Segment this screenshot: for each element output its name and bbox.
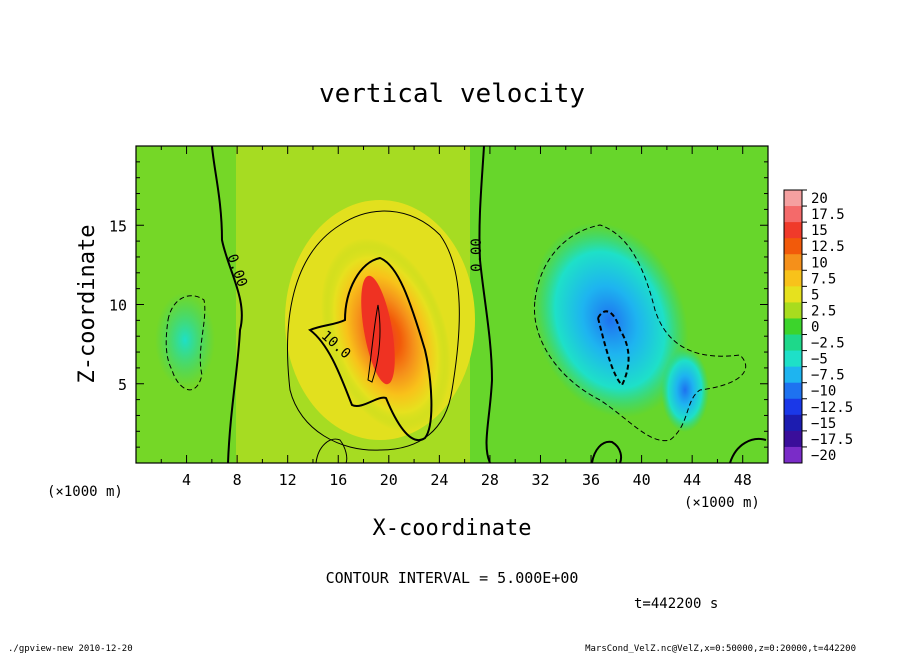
colorbar-swatch	[784, 318, 802, 336]
x-tick-label: 48	[734, 471, 752, 489]
colorbar-swatch	[784, 366, 802, 384]
contour-5-bottom	[315, 438, 348, 463]
colorbar-label: 17.5	[811, 207, 845, 223]
contour-neg10	[596, 310, 630, 387]
colorbar-swatch	[784, 334, 802, 352]
chart-title: vertical velocity	[319, 79, 585, 109]
y-tick-label: 10	[109, 297, 127, 315]
colorbar-swatch	[784, 430, 802, 448]
colorbar-swatch	[784, 398, 802, 416]
colorbar: 2017.51512.5107.552.50−2.5−5−7.5−10−12.5…	[783, 189, 853, 464]
contour-5	[287, 210, 460, 451]
colorbar-swatch	[784, 446, 802, 464]
colorbar-label: −7.5	[811, 368, 845, 384]
colorbar-label: 5	[811, 287, 819, 303]
x-tick-label: 32	[531, 471, 549, 489]
x-tick-label: 24	[430, 471, 448, 489]
x-unit-left: (×1000 m)	[47, 484, 123, 500]
colorbar-label: 0	[811, 320, 819, 336]
colorbar-label: −2.5	[811, 336, 845, 352]
updraft-max	[361, 275, 395, 385]
footer-right: MarsCond_VelZ.nc@VelZ,x=0:50000,z=0:2000…	[585, 644, 856, 654]
y-axis: 5 10 15	[109, 145, 768, 464]
x-tick-label: 20	[380, 471, 398, 489]
colorbar-label: 12.5	[811, 239, 845, 255]
colorbar-label: −5	[811, 352, 828, 368]
contour-10	[308, 256, 433, 441]
zero-contour-right	[478, 146, 494, 463]
colorbar-label: −15	[811, 416, 836, 432]
colorbar-swatch	[784, 350, 802, 368]
downdraft-core	[531, 222, 689, 418]
x-axis-label: X-coordinate	[373, 516, 532, 541]
colorbar-swatch	[784, 238, 802, 255]
colorbar-swatch	[784, 286, 802, 303]
contour-15	[367, 304, 381, 383]
colorbar-label: 15	[811, 223, 828, 239]
colorbar-frame	[783, 189, 803, 464]
x-tick-label: 4	[182, 471, 191, 489]
colorbar-swatch	[784, 222, 802, 239]
x-tick-label: 40	[633, 471, 651, 489]
colorbar-swatch	[784, 414, 802, 432]
zero-contour-left	[211, 146, 243, 463]
footer-left: ./gpview-new 2010-12-20	[8, 644, 133, 654]
colorbar-swatch	[784, 302, 802, 319]
colorbar-swatch	[784, 190, 802, 207]
colorbar-swatch	[784, 270, 802, 287]
colorbar-label: 7.5	[811, 271, 836, 287]
downdraft-small	[661, 348, 709, 432]
colorbar-label: 2.5	[811, 303, 836, 319]
plot-area	[136, 146, 768, 463]
colorbar-label: −12.5	[811, 400, 853, 416]
colorbar-label: −10	[811, 384, 836, 400]
contour-interval: CONTOUR INTERVAL = 5.000E+00	[326, 569, 579, 587]
x-tick-label: 16	[329, 471, 347, 489]
x-tick-label: 44	[683, 471, 701, 489]
x-tick-label: 28	[481, 471, 499, 489]
contour-zero-bottom-2	[729, 438, 767, 463]
time-label: t=442200 s	[634, 596, 718, 612]
x-tick-label: 12	[279, 471, 297, 489]
downdraft-left	[155, 292, 215, 388]
y-tick-label: 5	[118, 376, 127, 394]
colorbar-label: 10	[811, 255, 828, 271]
colorbar-swatch	[784, 254, 802, 271]
x-tick-label: 36	[582, 471, 600, 489]
contour-neg5-left	[165, 295, 206, 391]
colorbar-swatch	[784, 206, 802, 223]
contour-neg5	[533, 224, 747, 442]
colorbar-label: −20	[811, 448, 836, 464]
contour-zero-bottom-1	[591, 440, 622, 463]
colorbar-swatch	[784, 382, 802, 400]
y-axis-label: Z-coordinate	[75, 225, 100, 384]
x-tick-label: 8	[233, 471, 242, 489]
y-tick-label: 15	[109, 217, 127, 235]
colorbar-label: 20	[811, 191, 828, 207]
x-axis: 4 8 12 16 20 24 28 32 36 40 44 48	[135, 146, 769, 489]
x-unit-right: (×1000 m)	[684, 495, 760, 511]
contour-label: 0.00	[469, 238, 485, 272]
colorbar-label: −17.5	[811, 432, 853, 448]
